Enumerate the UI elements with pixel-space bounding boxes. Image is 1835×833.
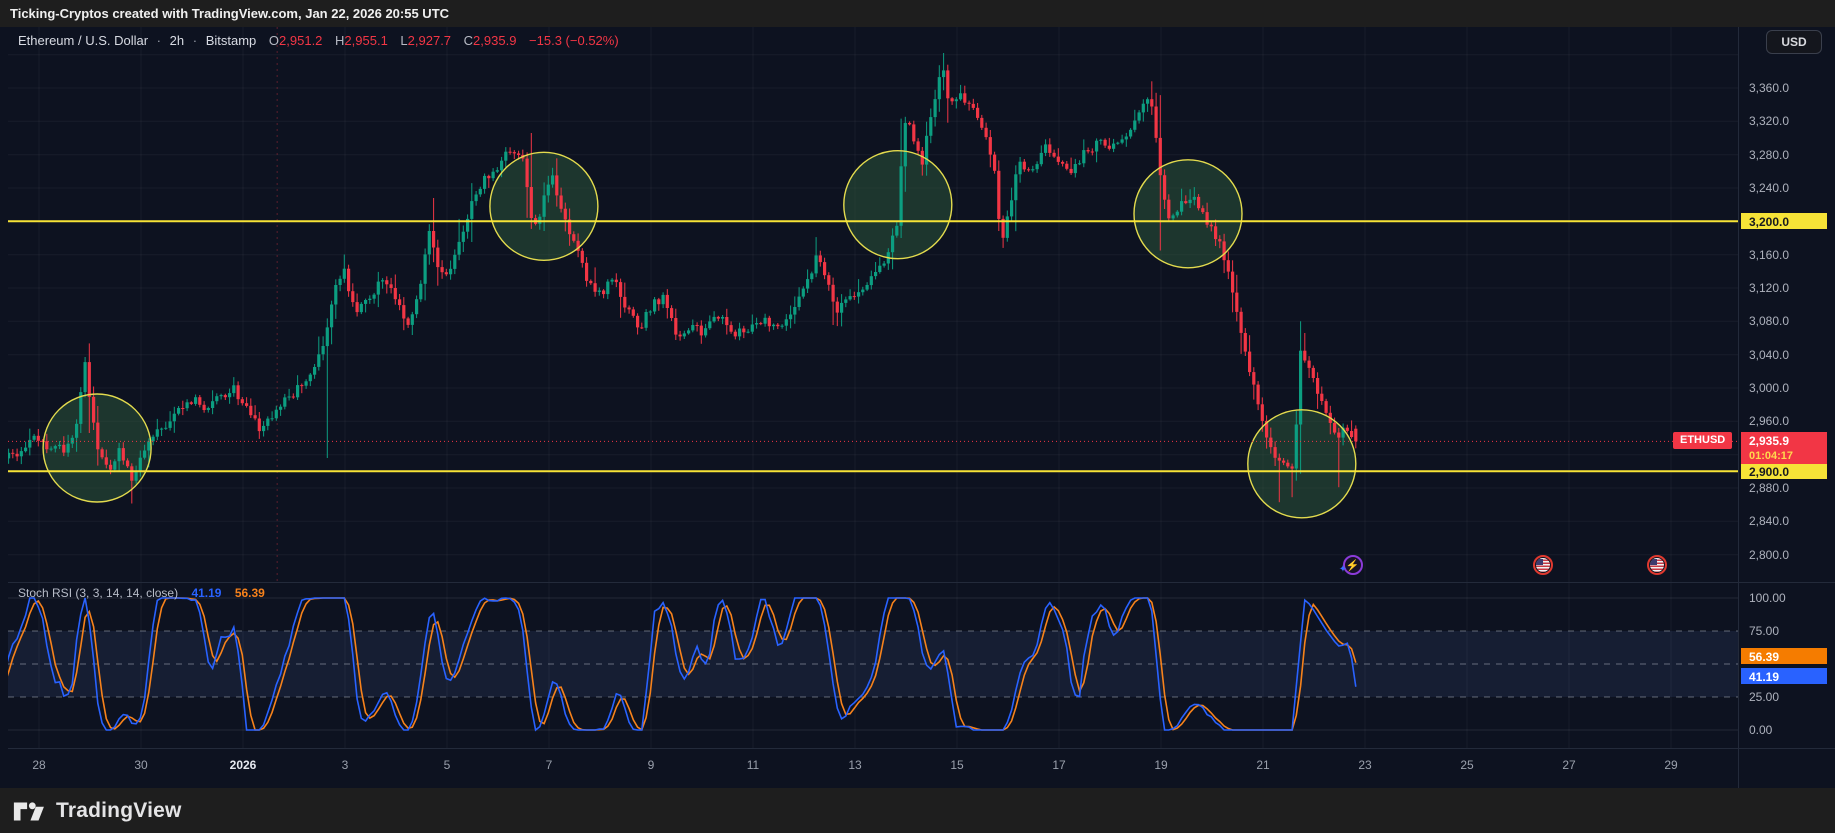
price-axis-tick: 3,040.0 [1749, 347, 1790, 362]
open-value: 2,951.2 [279, 33, 323, 48]
us-flag-graphic [1535, 558, 1550, 572]
indicator-axis-tick: 75.00 [1749, 624, 1780, 638]
stoch-d-value: 56.39 [234, 586, 265, 600]
price-axis-tick: 2,800.0 [1749, 547, 1790, 562]
low-value: 2,927.7 [407, 33, 452, 48]
high-label: H [335, 33, 345, 48]
time-axis-label[interactable]: 15 [950, 758, 964, 772]
price-axis-tick: 3,360.0 [1749, 81, 1790, 95]
time-axis-label[interactable]: 19 [1154, 758, 1168, 772]
low-label: L [400, 33, 408, 48]
change-value: −15.3 (−0.52%) [529, 33, 619, 48]
price-level-badge: 2,900.0 [1741, 463, 1827, 480]
stoch-k-value: 41.19 [191, 586, 222, 600]
us-flag-icon[interactable] [1647, 555, 1668, 575]
time-axis-label[interactable]: 5 [443, 758, 451, 772]
highlight-circle[interactable] [42, 393, 152, 503]
highlight-circle[interactable] [843, 149, 953, 260]
time-axis-label[interactable]: 27 [1562, 758, 1576, 772]
price-axis-separator [1738, 27, 1739, 788]
price-axis-tick: 2,840.0 [1749, 514, 1790, 529]
symbol-legend: Ethereum / U.S. Dollar · 2h · Bitstamp O… [18, 33, 619, 48]
time-axis-label[interactable]: 29 [1664, 758, 1678, 772]
stoch-k-line [8, 597, 1357, 732]
time-axis-label[interactable]: 9 [647, 758, 655, 772]
time-axis-label[interactable]: 2026 [229, 758, 257, 772]
high-value: 2,955.1 [344, 33, 388, 48]
top-bar: Ticking-Cryptos created with TradingView… [0, 0, 1835, 27]
highlight-circle[interactable] [1133, 159, 1243, 269]
legend-dot: · [192, 33, 198, 48]
time-axis-label[interactable]: 17 [1052, 758, 1066, 772]
highlight-circle[interactable] [489, 151, 599, 262]
price-axis-tick: 2,880.0 [1749, 481, 1790, 495]
time-axis-label[interactable]: 13 [848, 758, 862, 772]
symbol-price-flag: ETHUSD [1673, 432, 1733, 450]
time-axis-label[interactable]: 3 [341, 758, 349, 772]
indicator-params: (3, 3, 14, 14, close) [75, 586, 179, 600]
pane-separator[interactable] [8, 582, 1835, 583]
currency-toggle-button[interactable]: USD [1766, 30, 1822, 54]
time-axis-separator [8, 748, 1835, 749]
indicator-value-badge: 41.19 [1741, 667, 1827, 684]
indicator-value-badge: 56.39 [1741, 647, 1827, 664]
open-label: O [268, 33, 280, 48]
close-value: 2,935.9 [473, 33, 517, 48]
price-axis-tick: 3,160.0 [1749, 247, 1790, 262]
symbol-name[interactable]: Ethereum / U.S. Dollar [18, 33, 149, 48]
watermark-title: Ticking-Cryptos created with TradingView… [10, 6, 450, 21]
price-axis-tick: 3,280.0 [1749, 147, 1790, 162]
price-axis-tick: 3,080.0 [1749, 314, 1790, 329]
time-axis-label[interactable]: 30 [134, 758, 148, 772]
time-axis-label[interactable]: 7 [545, 758, 553, 772]
highlight-circle[interactable] [1247, 409, 1357, 519]
time-axis-label[interactable]: 25 [1460, 758, 1474, 772]
price-axis-tick: 3,120.0 [1749, 281, 1790, 295]
legend-dot: · [156, 33, 162, 48]
us-flag-icon[interactable] [1532, 555, 1553, 575]
price-axis-tick: 2,960.0 [1749, 414, 1790, 429]
chart-area[interactable]: Ethereum / U.S. Dollar · 2h · Bitstamp O… [8, 27, 1835, 788]
sparkle-icon: ✦ [1338, 564, 1348, 575]
time-axis-label[interactable]: 28 [32, 758, 46, 772]
time-axis-label[interactable]: 21 [1256, 758, 1270, 772]
close-label: C [463, 33, 474, 48]
exchange-label: Bitstamp [205, 33, 257, 48]
price-axis-tick: 3,240.0 [1749, 181, 1790, 195]
indicator-name[interactable]: Stoch RSI [18, 586, 73, 600]
price-chart-canvas[interactable] [8, 27, 1738, 582]
candles-group [8, 53, 1358, 504]
indicator-axis-tick: 25.00 [1749, 690, 1780, 704]
indicator-axis-tick: 0.00 [1749, 723, 1773, 737]
us-flag-graphic [1650, 558, 1665, 572]
brand-name[interactable]: TradingView [56, 798, 182, 822]
indicator-legend: Stoch RSI (3, 3, 14, 14, close) 41.19 56… [18, 586, 265, 600]
stoch-d-line [8, 597, 1357, 732]
time-axis-label[interactable]: 23 [1358, 758, 1372, 772]
bar-countdown: 01:04:17 [1749, 450, 1794, 463]
time-axis-label[interactable]: 11 [746, 758, 760, 772]
price-axis-tick: 3,320.0 [1749, 114, 1790, 129]
tradingview-logo-icon[interactable] [12, 797, 46, 825]
crypto-event-icon[interactable]: ⚡ ✦ [1339, 555, 1363, 575]
price-axis-tick: 3,000.0 [1749, 381, 1790, 395]
price-level-badge: 3,200.0 [1741, 213, 1827, 230]
last-price-value: 2,935.9 [1749, 434, 1790, 449]
bottom-brand-bar: TradingView [0, 788, 1835, 833]
last-price-badge: 2,935.9 01:04:17 [1741, 432, 1827, 465]
stoch-rsi-canvas[interactable] [8, 582, 1738, 748]
interval-label[interactable]: 2h [169, 33, 185, 48]
indicator-axis-tick: 100.00 [1749, 591, 1786, 605]
